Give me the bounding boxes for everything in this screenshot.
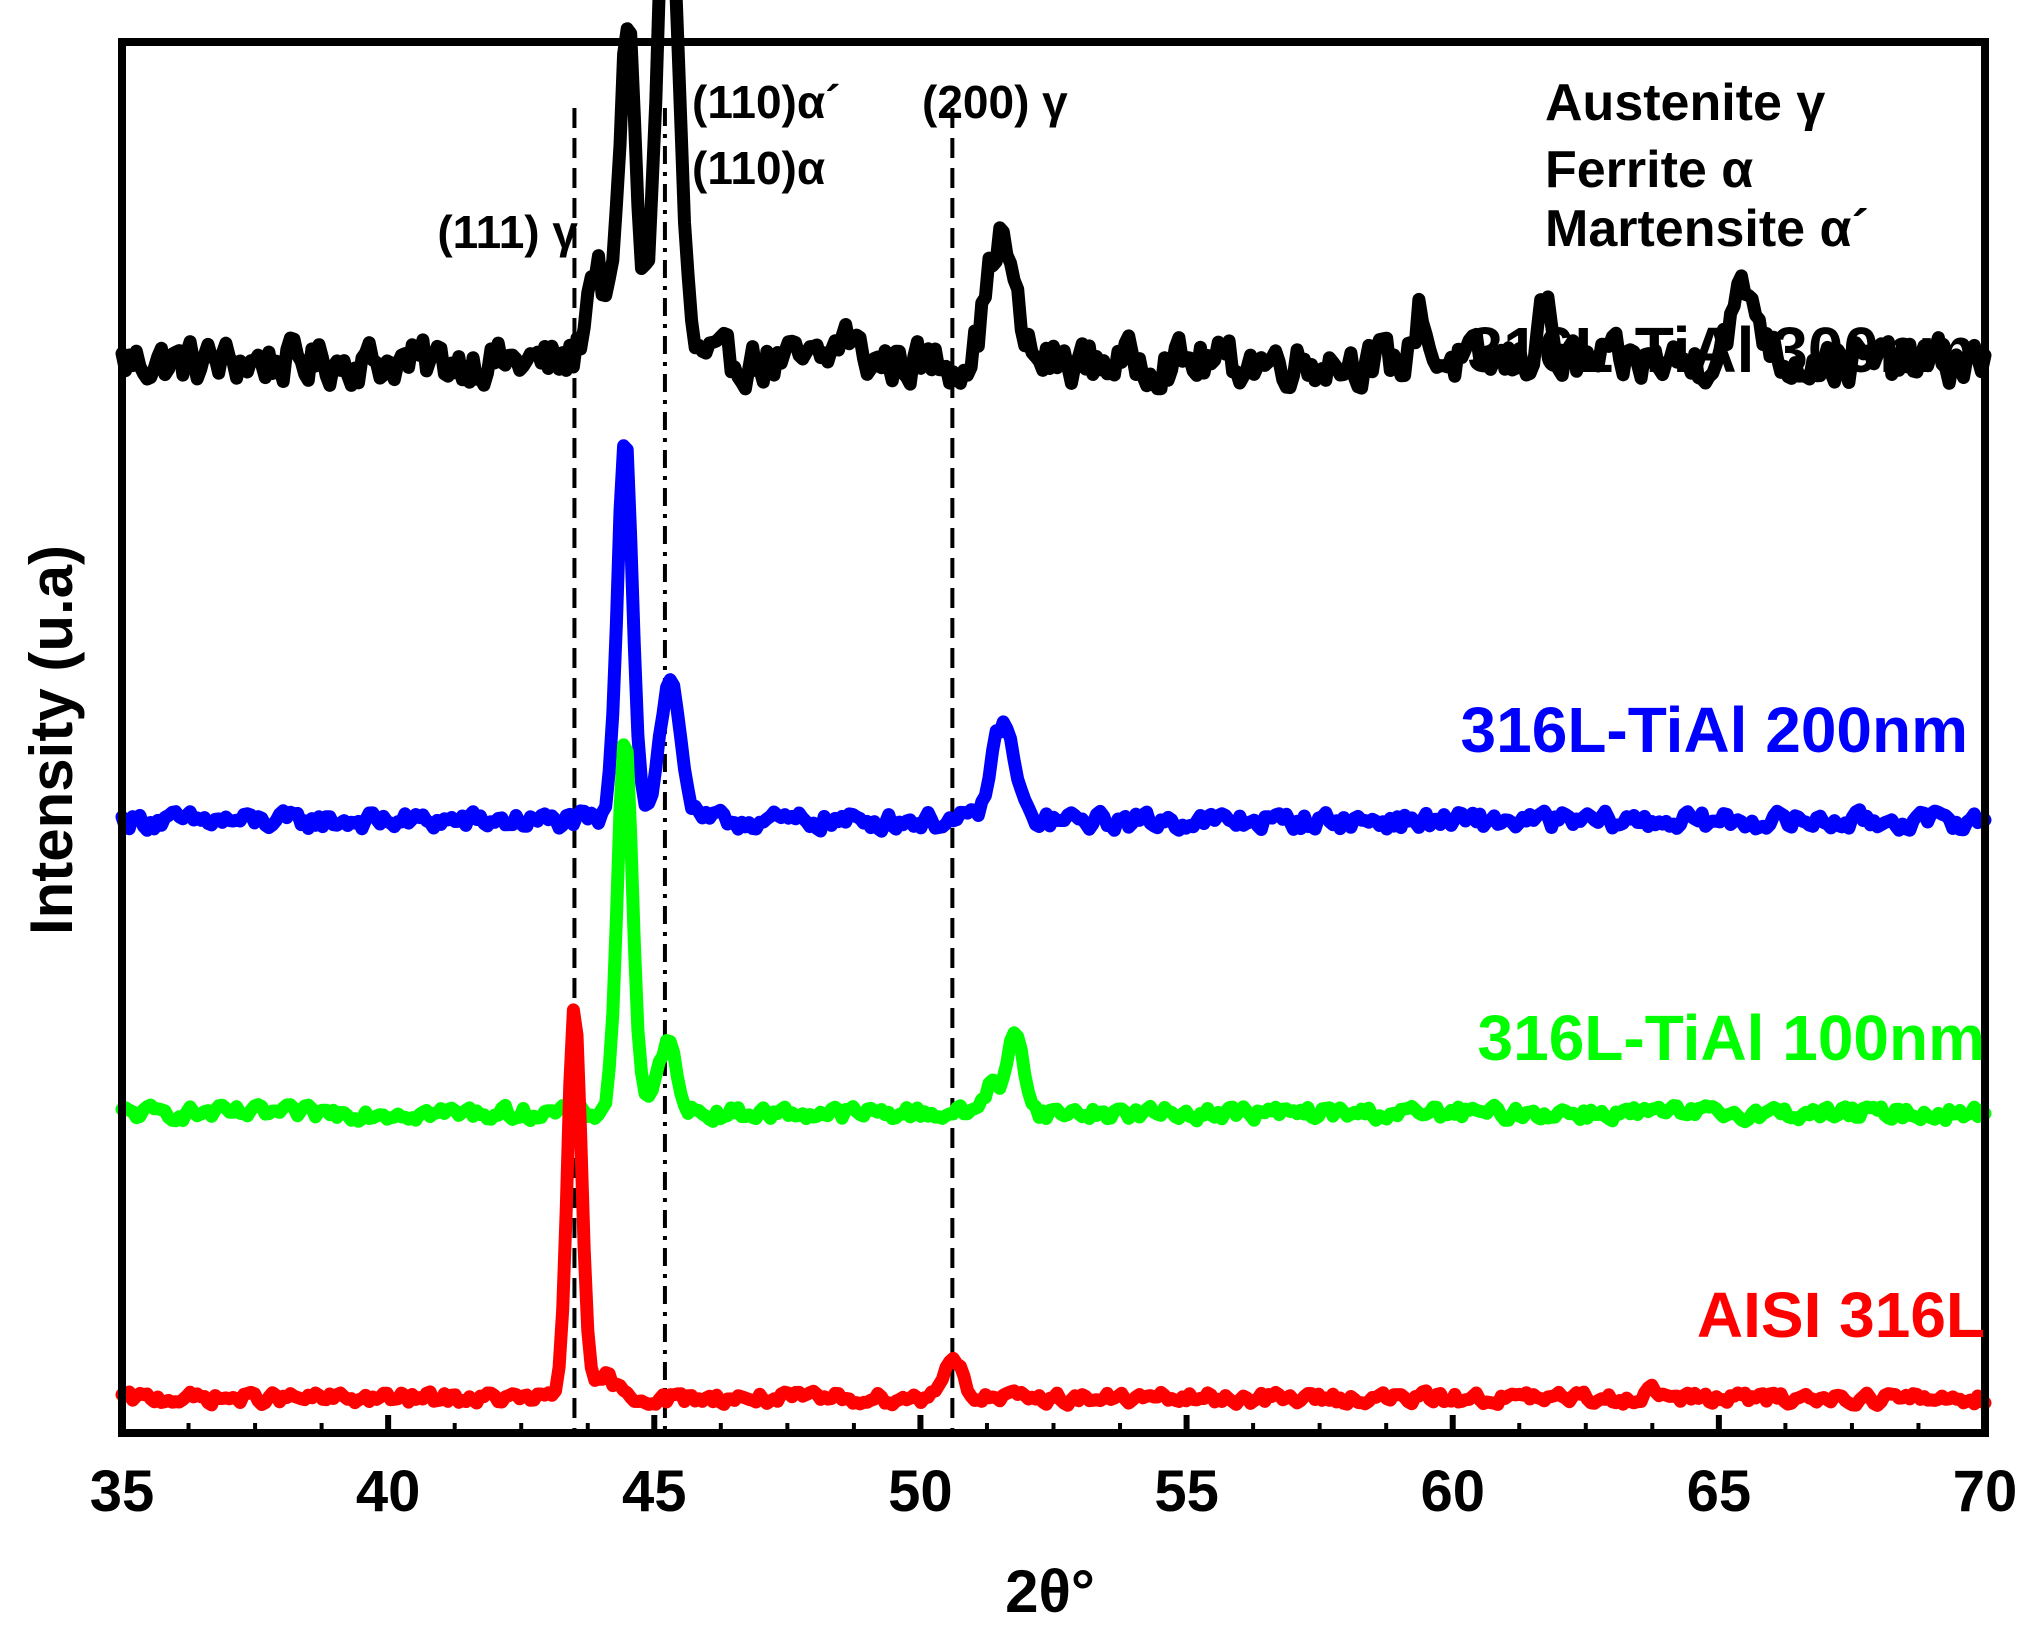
series-line-0 — [115, 0, 1992, 396]
series-lines — [115, 0, 1992, 1412]
x-tick-label: 65 — [1687, 1459, 1752, 1524]
x-tick-label: 55 — [1154, 1459, 1219, 1524]
series-label-100nm: 316L-TiAl 100nm — [1478, 1002, 1985, 1074]
series-line-3 — [115, 1003, 1992, 1412]
x-axis-ticks: 35 40 45 50 55 60 65 70 — [90, 1415, 2018, 1524]
x-tick-label: 60 — [1420, 1459, 1485, 1524]
series-label-200nm: 316L-TiAl 200nm — [1461, 694, 1968, 766]
peak-label-110-martensite: (110)α´ — [692, 76, 840, 128]
x-tick-label: 40 — [356, 1459, 421, 1524]
peak-label-111-gamma: (111) γ — [437, 206, 578, 258]
x-tick-label: 35 — [90, 1459, 155, 1524]
series-line-2 — [115, 738, 1992, 1129]
x-tick-label: 70 — [1953, 1459, 2018, 1524]
x-tick-label: 45 — [622, 1459, 687, 1524]
peak-label-110-ferrite: (110)α — [692, 142, 825, 194]
legend-martensite: Martensite α´ — [1545, 200, 1869, 258]
y-axis-title: Intensity (u.a) — [18, 545, 85, 935]
legend-ferrite: Ferrite α — [1545, 141, 1753, 199]
peak-label-200-gamma: (200) γ — [922, 76, 1068, 128]
series-label-300nm: 316L-TiAl 300nm — [1468, 314, 1975, 386]
x-tick-label: 50 — [888, 1459, 953, 1524]
legend-austenite: Austenite γ — [1545, 74, 1825, 132]
reference-lines — [572, 108, 955, 1433]
series-line-1 — [115, 439, 1992, 838]
series-label-aisi-316l: AISI 316L — [1697, 1279, 1985, 1351]
x-axis-title: 2θ° — [1005, 1558, 1095, 1625]
